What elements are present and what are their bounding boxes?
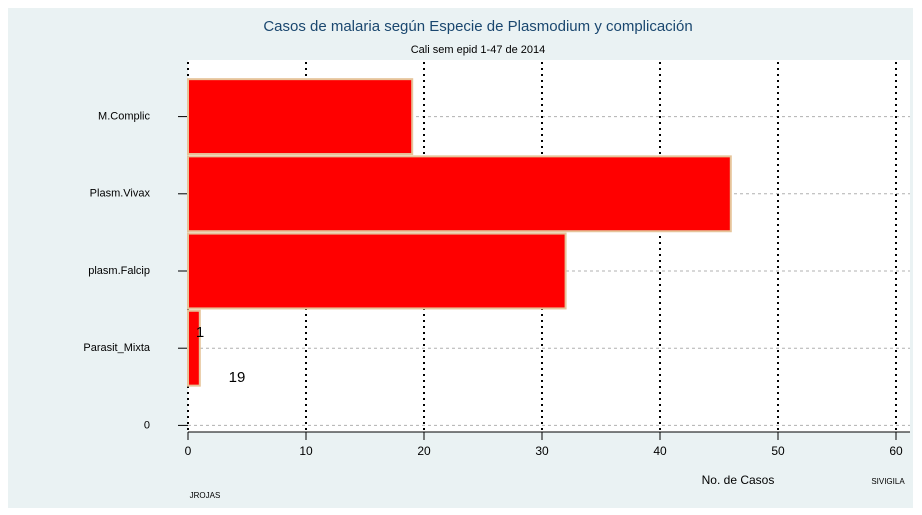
chart-subtitle: Cali sem epid 1-47 de 2014 <box>411 44 546 56</box>
x-axis-label: No. de Casos <box>702 473 775 487</box>
y-tick-label: M.Complic <box>98 111 150 123</box>
author-note: JROJAS <box>190 491 221 500</box>
bar <box>187 155 732 233</box>
x-tick-label: 50 <box>771 444 785 458</box>
y-tick-label: plasm.Falcip <box>88 265 150 277</box>
annotation: 1 <box>196 324 204 341</box>
annotation: 19 <box>229 369 246 386</box>
x-tick-label: 30 <box>535 444 549 458</box>
x-tick-label: 60 <box>889 444 903 458</box>
bar <box>187 78 414 156</box>
bar <box>187 232 567 310</box>
bar <box>187 309 201 387</box>
x-tick-label: 40 <box>653 444 667 458</box>
y-tick-label: Plasm.Vivax <box>90 188 151 200</box>
y-tick-label: Parasit_Mixta <box>83 342 151 354</box>
x-tick-label: 0 <box>185 444 192 458</box>
source-note: SIVIGILA <box>871 477 905 486</box>
x-tick-label: 20 <box>417 444 431 458</box>
x-tick-label: 10 <box>299 444 313 458</box>
y-tick-label: 0 <box>144 419 150 431</box>
chart-title: Casos de malaria según Especie de Plasmo… <box>263 18 692 35</box>
